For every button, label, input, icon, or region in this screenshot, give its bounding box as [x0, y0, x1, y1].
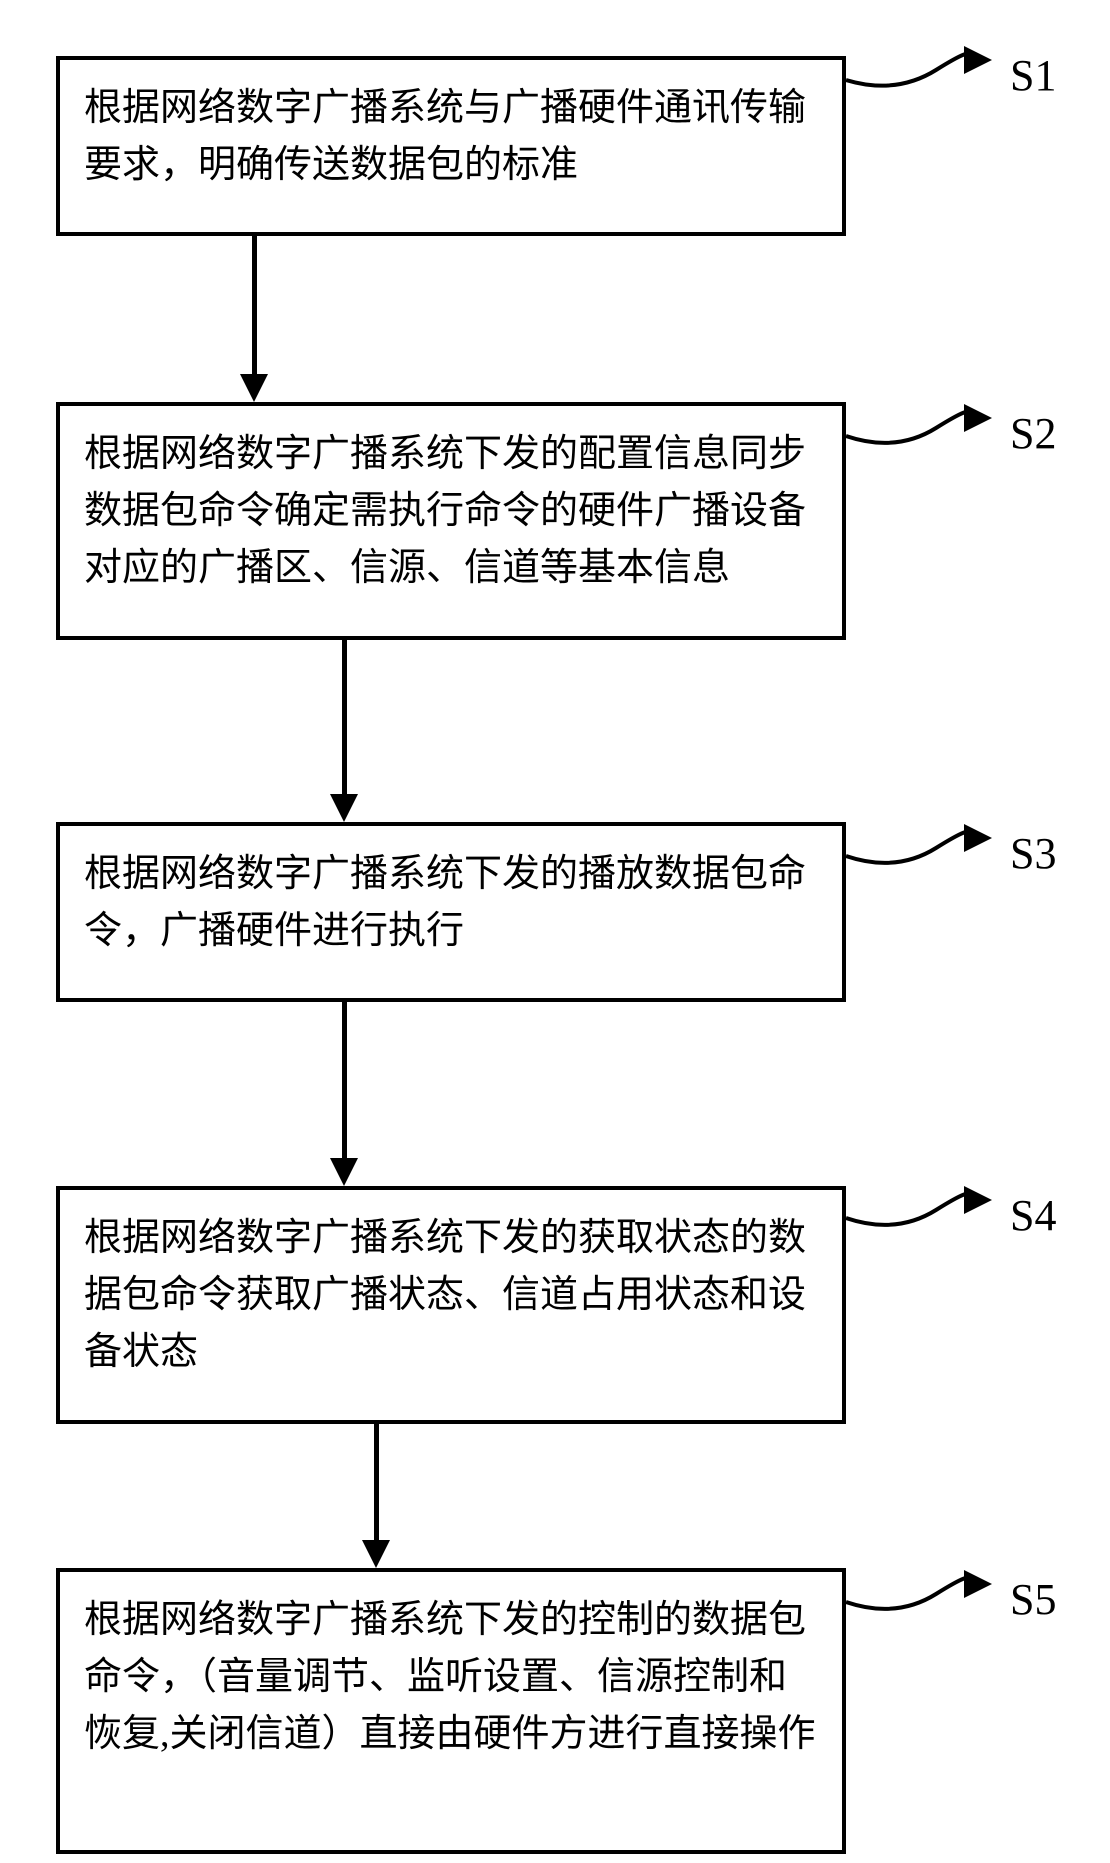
step-label-s3: S3 [1010, 828, 1056, 879]
connector-s5-head [964, 1570, 992, 1598]
flowchart-container: 根据网络数字广播系统与广播硬件通讯传输要求，明确传送数据包的标准 根据网络数字广… [0, 0, 1110, 1863]
step-label-s2: S2 [1010, 408, 1056, 459]
connector-s3-head [964, 824, 992, 852]
arrow-s2-s3-head [330, 794, 358, 822]
connector-s2-head [964, 404, 992, 432]
connector-s4-head [964, 1186, 992, 1214]
step-text: 根据网络数字广播系统与广播硬件通讯传输要求，明确传送数据包的标准 [84, 87, 806, 186]
arrow-s2-s3-line [342, 640, 347, 796]
step-box-s4: 根据网络数字广播系统下发的获取状态的数据包命令获取广播状态、信道占用状态和设备状… [56, 1186, 846, 1424]
arrow-s4-s5-line [374, 1424, 379, 1542]
step-text: 根据网络数字广播系统下发的播放数据包命令，广播硬件进行执行 [84, 853, 806, 952]
step-label-s5: S5 [1010, 1574, 1056, 1625]
arrow-s3-s4-line [342, 1002, 347, 1160]
arrow-s3-s4-head [330, 1158, 358, 1186]
step-text: 根据网络数字广播系统下发的获取状态的数据包命令获取广播状态、信道占用状态和设备状… [84, 1217, 806, 1373]
connector-s1-head [964, 46, 992, 74]
step-box-s1: 根据网络数字广播系统与广播硬件通讯传输要求，明确传送数据包的标准 [56, 56, 846, 236]
step-text: 根据网络数字广播系统下发的配置信息同步数据包命令确定需执行命令的硬件广播设备对应… [84, 433, 806, 589]
arrow-s1-s2-head [240, 374, 268, 402]
arrow-s4-s5-head [362, 1540, 390, 1568]
step-box-s2: 根据网络数字广播系统下发的配置信息同步数据包命令确定需执行命令的硬件广播设备对应… [56, 402, 846, 640]
arrow-s1-s2-line [252, 236, 257, 376]
step-label-s4: S4 [1010, 1190, 1056, 1241]
step-text: 根据网络数字广播系统下发的控制的数据包命令，（音量调节、监听设置、信源控制和恢复… [84, 1599, 816, 1755]
step-box-s3: 根据网络数字广播系统下发的播放数据包命令，广播硬件进行执行 [56, 822, 846, 1002]
step-label-s1: S1 [1010, 50, 1056, 101]
step-box-s5: 根据网络数字广播系统下发的控制的数据包命令，（音量调节、监听设置、信源控制和恢复… [56, 1568, 846, 1854]
